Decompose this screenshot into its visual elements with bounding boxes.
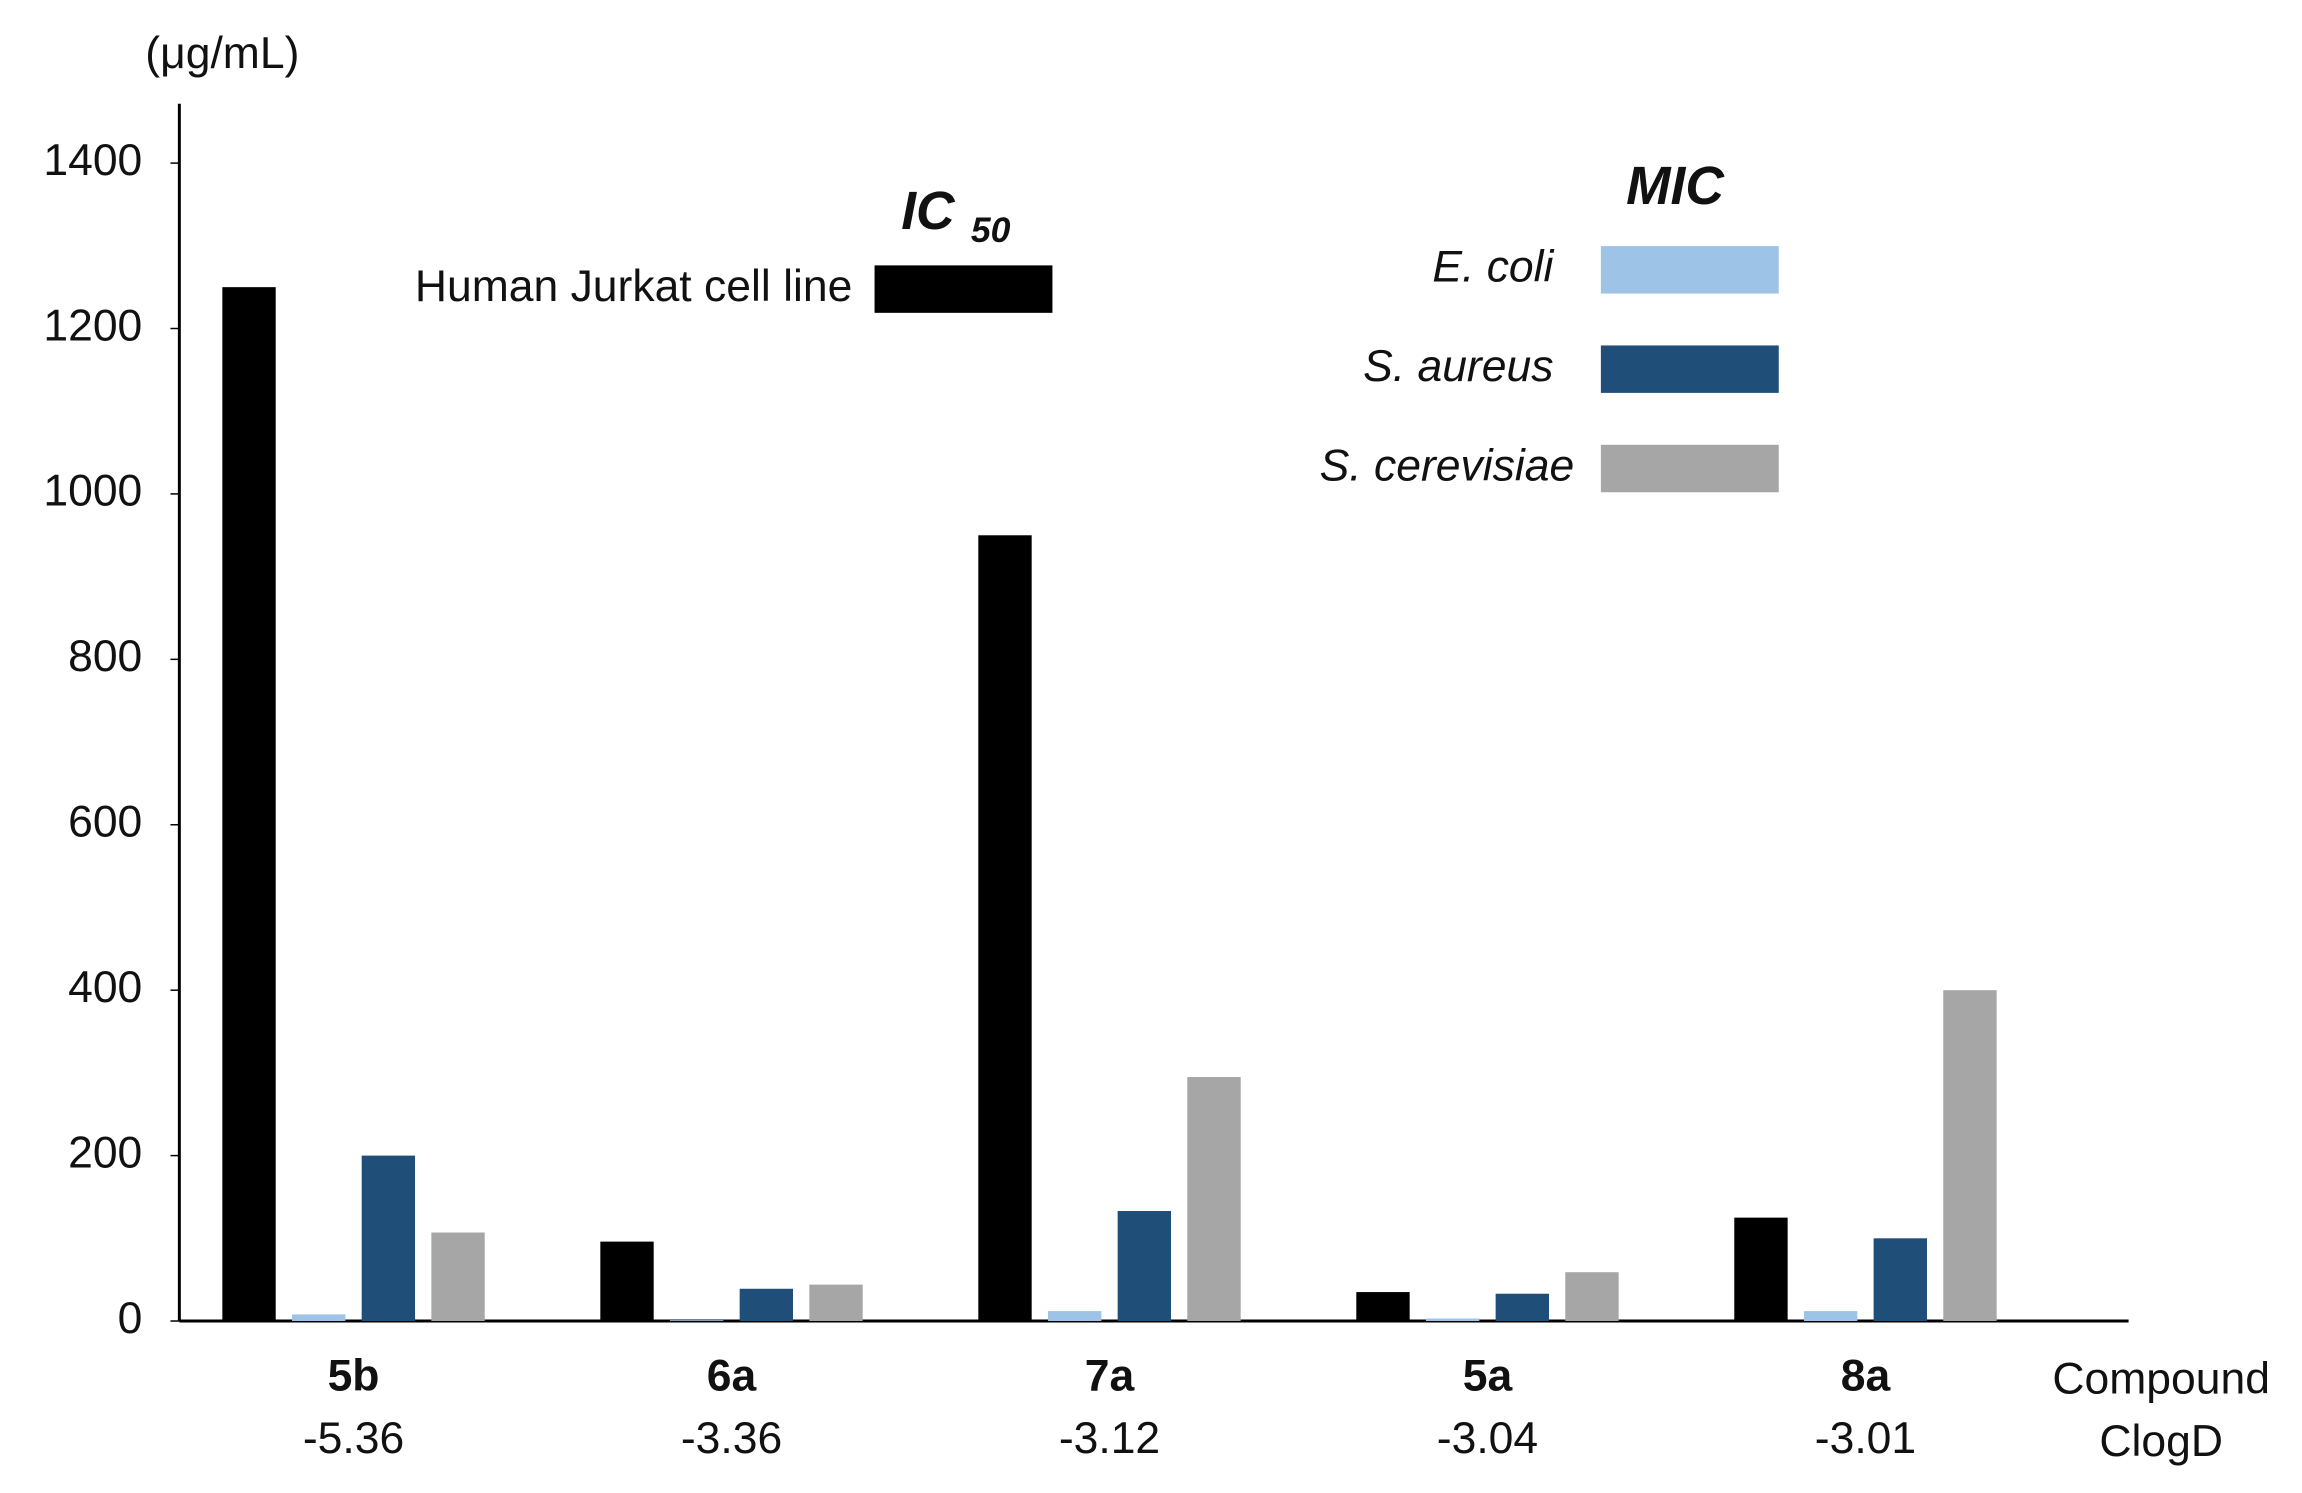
bar	[669, 1320, 724, 1322]
bar	[978, 535, 1032, 1322]
x-tick-label: 6a	[707, 1352, 758, 1401]
x-sublabel: ClogD	[2099, 1417, 2223, 1466]
clogd-label: -3.01	[1815, 1414, 1916, 1463]
ic50-heading-sub: 50	[971, 210, 1011, 250]
bar	[431, 1232, 485, 1322]
y-tick-label: 200	[68, 1128, 142, 1177]
bar	[1565, 1272, 1619, 1322]
bar	[361, 1155, 416, 1322]
ic50-heading: IC	[901, 182, 956, 241]
clogd-label: -5.36	[303, 1414, 404, 1463]
legend-swatch	[1600, 444, 1779, 493]
y-tick-label: 600	[68, 798, 142, 847]
bar	[1047, 1311, 1102, 1322]
y-tick-label: 800	[68, 632, 142, 681]
bar	[1873, 1238, 1927, 1322]
bar	[600, 1241, 654, 1322]
bar	[1356, 1292, 1410, 1322]
y-tick-label: 1200	[43, 301, 142, 350]
bar	[1734, 1217, 1788, 1322]
mic-heading: MIC	[1626, 157, 1725, 216]
clogd-label: -3.12	[1059, 1414, 1160, 1463]
clogd-label: -3.36	[681, 1414, 782, 1463]
bar	[222, 287, 276, 1322]
y-tick-label: 0	[118, 1294, 143, 1343]
x-tick-label: 7a	[1085, 1352, 1136, 1401]
bar	[739, 1288, 794, 1322]
legend-label: S. aureus	[1363, 342, 1553, 391]
legend-label: E. coli	[1432, 243, 1554, 292]
legend-swatch	[1600, 345, 1779, 393]
legend-label: S. cerevisiae	[1320, 441, 1575, 490]
bar	[1187, 1077, 1241, 1322]
bar	[809, 1284, 863, 1322]
bar	[1117, 1211, 1172, 1322]
bar	[1943, 990, 1997, 1322]
x-tick-label: 5b	[328, 1352, 380, 1401]
legend-swatch	[874, 265, 1053, 313]
y-tick-label: 1000	[43, 467, 142, 516]
y-tick-label: 400	[68, 963, 142, 1012]
bar	[1425, 1318, 1480, 1322]
x-label: Compound	[2052, 1355, 2270, 1404]
bar	[1495, 1293, 1549, 1322]
x-tick-label: 5a	[1463, 1352, 1514, 1401]
x-tick-label: 8a	[1841, 1352, 1892, 1401]
bar	[1803, 1311, 1858, 1322]
clogd-label: -3.04	[1437, 1414, 1538, 1463]
legend-swatch	[1600, 246, 1779, 294]
y-unit: (μg/mL)	[145, 29, 299, 78]
legend-label: Human Jurkat cell line	[415, 262, 852, 311]
bar	[292, 1314, 346, 1322]
y-tick-label: 1400	[43, 136, 142, 185]
